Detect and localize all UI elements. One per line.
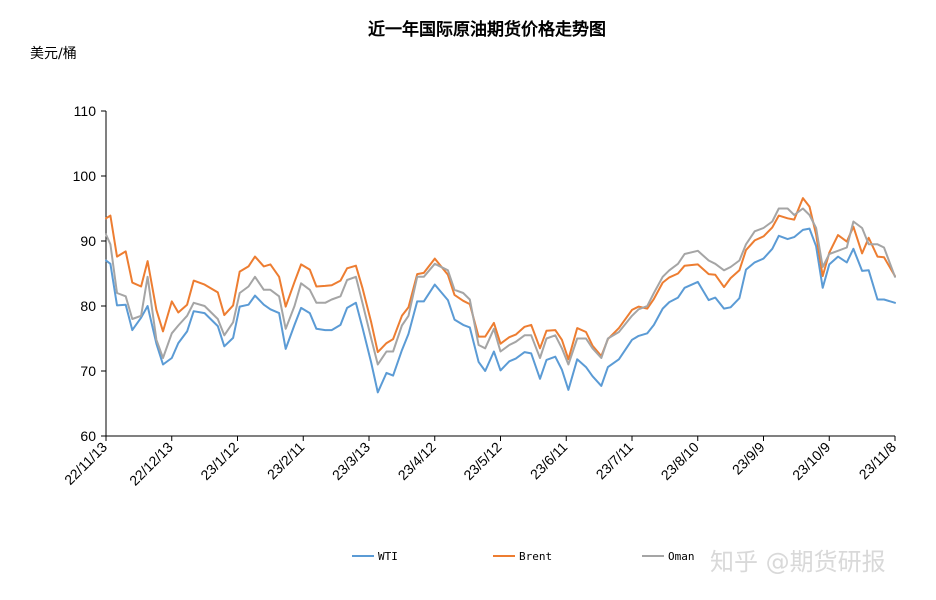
chart-title: 近一年国际原油期货价格走势图: [368, 19, 606, 40]
y-axis-unit-label: 美元/桶: [30, 46, 77, 62]
y-tick-label: 60: [80, 428, 96, 444]
x-tick-label: 23/9/9: [729, 439, 768, 478]
x-tick-label: 23/10/9: [789, 439, 833, 483]
x-tick-label: 23/7/11: [593, 439, 637, 483]
x-tick-label: 23/1/12: [197, 439, 241, 483]
x-tick-label: 23/5/12: [460, 439, 504, 483]
series-lines: [105, 197, 896, 394]
y-tick-label: 80: [80, 298, 96, 314]
x-axis-ticks: 22/11/13 22/12/13 23/1/12 23/2/11 23/3/13 23/…: [61, 436, 899, 489]
x-tick-label: 23/8/10: [658, 439, 702, 483]
legend-label-oman: Oman: [668, 550, 695, 563]
x-tick-label: 23/3/13: [329, 439, 373, 483]
legend: WTI Brent Oman: [352, 550, 695, 563]
x-tick-label: 22/12/13: [126, 439, 176, 489]
legend-label-brent: Brent: [519, 550, 552, 563]
series-line-oman: [105, 207, 896, 366]
watermark-text: 知乎 @期货研报: [710, 548, 886, 576]
series-line-wti: [105, 227, 896, 394]
y-axis-ticks: 60 70 80 90 100 110: [73, 103, 106, 444]
x-tick-label: 23/11/8: [856, 439, 900, 483]
y-tick-label: 70: [80, 363, 96, 379]
x-tick-label: 23/6/11: [527, 439, 571, 483]
y-tick-label: 90: [80, 233, 96, 249]
x-tick-label: 22/11/13: [61, 439, 110, 488]
y-tick-label: 100: [73, 168, 97, 184]
series-line-brent: [105, 197, 896, 361]
y-tick-label: 110: [74, 103, 97, 119]
x-tick-label: 23/4/12: [395, 439, 439, 483]
legend-label-wti: WTI: [378, 550, 398, 563]
x-tick-label: 23/2/11: [264, 439, 308, 483]
